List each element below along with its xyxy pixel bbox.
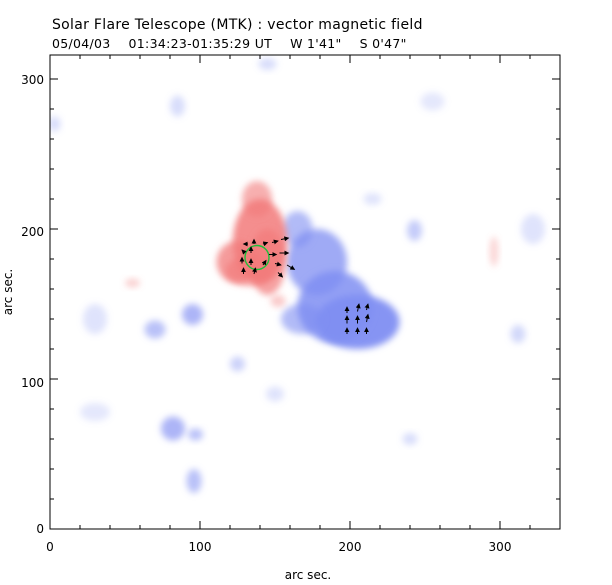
y-tick-label-200: 200 <box>21 225 44 239</box>
x-tick-label-100: 100 <box>189 540 212 554</box>
field-vectors <box>239 236 370 334</box>
observation-time-range: 01:34:23-01:35:29 UT <box>128 36 273 51</box>
y-axis-label: arc sec. <box>1 269 15 315</box>
negative-polarity-region-8 <box>144 320 166 339</box>
x-tick-label-300: 300 <box>489 540 512 554</box>
positive-polarity-region-7 <box>489 236 499 267</box>
negative-polarity-region-10 <box>230 356 245 372</box>
axis-ticks <box>49 55 561 530</box>
y-tick-label-300: 300 <box>21 73 44 87</box>
observation-date: 05/04/03 <box>52 36 111 51</box>
x-tick-label-0: 0 <box>46 540 54 554</box>
field-vector-11 <box>261 259 267 266</box>
y-tick-label-100: 100 <box>21 376 44 390</box>
x-tick-label-200: 200 <box>339 540 362 554</box>
position-south: S 0'47" <box>359 36 407 51</box>
field-vector-12 <box>274 261 282 267</box>
negative-polarity-region-17 <box>258 58 277 70</box>
negative-polarity-region-21 <box>420 92 445 111</box>
negative-polarity-region-6 <box>188 428 203 441</box>
negative-polarity-region-20 <box>521 214 545 244</box>
negative-polarity-region-5 <box>161 416 185 441</box>
positive-polarity-region-6 <box>125 278 140 288</box>
x-axis-label: arc sec. <box>285 568 331 582</box>
field-vector-23 <box>364 303 370 311</box>
negative-polarity-region-9 <box>186 469 202 493</box>
field-vector-16 <box>277 272 284 278</box>
negative-polarity-region-14 <box>83 304 107 334</box>
negative-polarity-region-19 <box>363 193 382 205</box>
field-vector-24 <box>364 313 370 323</box>
field-vector-15 <box>252 267 257 275</box>
field-vector-2 <box>262 241 269 247</box>
field-vector-4 <box>280 236 290 242</box>
field-vector-13 <box>286 264 296 270</box>
negative-polarity-region-12 <box>510 325 526 343</box>
positive-polarity-region-4 <box>242 181 272 217</box>
positive-polarity-region-5 <box>270 295 286 307</box>
negative-polarity-region-18 <box>402 433 418 445</box>
contour-ring <box>244 244 270 271</box>
y-tick-label-0: 0 <box>36 522 44 536</box>
negative-polarity-region-11 <box>407 220 422 241</box>
observation-info: 05/04/03 01:34:23-01:35:29 UT W 1'41" S 0'4… <box>52 36 425 51</box>
negative-polarity-region-15 <box>80 403 110 421</box>
field-vector-20 <box>355 303 361 312</box>
chart-title: Solar Flare Telescope (MTK) : vector mag… <box>52 17 423 33</box>
negative-polarity-region-3 <box>281 304 323 334</box>
negative-polarity-region-4 <box>282 211 313 247</box>
position-west: W 1'41" <box>290 36 342 51</box>
negative-polarity-region-22 <box>266 386 284 402</box>
plot-frame <box>49 54 561 530</box>
magnetic-field-heatmap <box>50 58 545 493</box>
negative-polarity-region-7 <box>182 304 203 325</box>
negative-polarity-region-16 <box>50 116 61 132</box>
negative-polarity-region-13 <box>170 95 185 117</box>
field-vector-5 <box>241 249 247 255</box>
field-vector-3 <box>271 239 279 245</box>
